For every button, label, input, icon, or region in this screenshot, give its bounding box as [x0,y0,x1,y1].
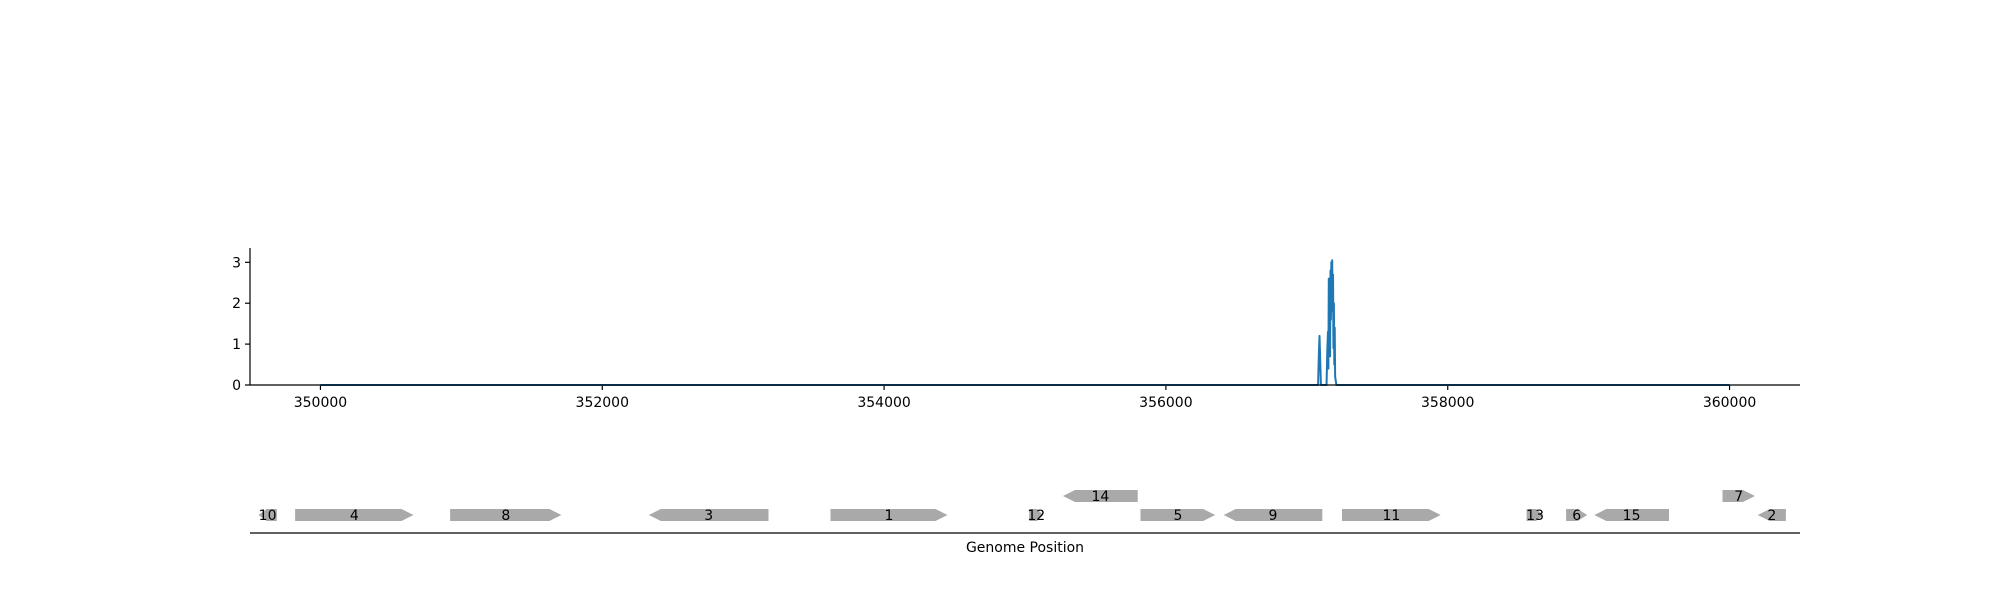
gene-feature-arrow [1223,509,1323,521]
gene-feature-arrow [1594,509,1669,521]
gene-feature-label: 5 [1173,508,1182,524]
gene-feature-label: 7 [1734,489,1743,505]
gene-feature-arrow [450,509,562,521]
gene-track-x-axis-label: Genome Position [966,540,1084,556]
gene-feature-arrow [295,509,414,521]
gene-feature-arrow [830,509,948,521]
signal-x-tick-label: 352000 [576,395,629,411]
gene-feature-arrow [1722,490,1755,502]
signal-y-tick-label: 2 [232,296,241,312]
gene-feature-label: 3 [704,508,713,524]
gene-feature-arrow [1140,509,1216,521]
gene-feature-label: 8 [501,508,510,524]
gene-feature-label: 14 [1091,489,1109,505]
gene-feature-arrow [1526,509,1544,521]
gene-feature-label: 9 [1269,508,1278,524]
signal-series-line [320,259,1730,386]
signal-y-tick-label: 1 [232,337,241,353]
gene-feature-label: 15 [1623,508,1641,524]
gene-feature-arrow [648,509,769,521]
gene-feature-label: 2 [1767,508,1776,524]
gene-features: 10 4 8 3 1 12 14 5 9 11 13 6 15 7 2 [258,489,1786,524]
gene-track-panel: 10 4 8 3 1 12 14 5 9 11 13 6 15 7 2 Genome Position [250,489,1800,556]
signal-x-tick-label: 356000 [1139,395,1192,411]
signal-x-tick-label: 360000 [1703,395,1756,411]
gene-feature-label: 4 [350,508,359,524]
gene-feature-label: 10 [259,508,277,524]
signal-x-tick-label: 358000 [1421,395,1474,411]
gene-feature-label: 13 [1526,508,1544,524]
gene-feature-arrow [1757,509,1786,521]
gene-feature-label: 12 [1027,508,1045,524]
signal-y-tick-label: 0 [232,378,241,394]
signal-plot-panel: 0 1 2 3 350000 352000 354000 356000 358000 36000… [232,248,1800,411]
signal-y-ticks: 0 1 2 3 [232,255,250,394]
signal-y-tick-label: 3 [232,255,241,271]
signal-x-ticks: 350000 352000 354000 356000 358000 360000 [294,385,1756,411]
gene-feature-arrow [258,509,277,521]
signal-x-tick-label: 354000 [857,395,910,411]
gene-feature-arrow [1029,509,1044,521]
gene-feature-arrow [1063,490,1138,502]
gene-feature-label: 6 [1572,508,1581,524]
gene-feature-label: 1 [885,508,894,524]
gene-feature-label: 11 [1382,508,1400,524]
gene-feature-arrow [1342,509,1441,521]
signal-x-tick-label: 350000 [294,395,347,411]
gene-feature-arrow [1566,509,1588,521]
